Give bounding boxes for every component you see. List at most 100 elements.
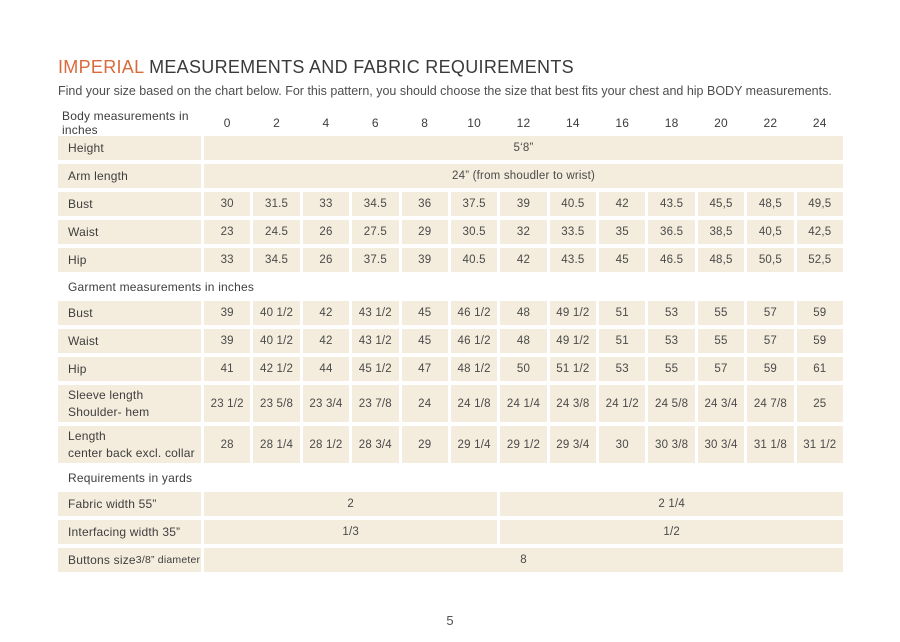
measurement-table: Body measurements in inches 0 2 4 6 8 10 12 14 16… (58, 109, 843, 573)
value-cell: 31.5 (253, 192, 300, 217)
page-title: IMPERIAL MEASUREMENTS AND FABRIC REQUIRE… (58, 57, 843, 78)
page-title-highlight: IMPERIAL (58, 57, 144, 77)
row-label-text: Sleeve length Shoulder- hem (68, 388, 150, 419)
size-column-header: 6 (371, 116, 379, 131)
size-column-header: 20 (714, 116, 728, 131)
value-cell: 23 (204, 220, 251, 245)
value-cell: 24 7/8 (747, 385, 794, 423)
value-cell: 59 (796, 301, 843, 326)
value-cell: 43 1/2 (352, 329, 399, 354)
value-cell: 47 (401, 357, 448, 382)
value-cell: 28 3/4 (352, 426, 399, 464)
value-cell: 26 (302, 248, 350, 273)
value-cell: 42,5 (796, 220, 843, 245)
value-cell: 40,5 (747, 220, 794, 245)
merged-value-cell: 24” (from shoudler to wrist) (204, 164, 843, 189)
value-cell: 59 (747, 357, 794, 382)
value-cell: 24.5 (253, 220, 300, 245)
page-number: 5 (446, 613, 454, 628)
value-cell: 57 (747, 329, 794, 354)
value-cell: 31 1/8 (747, 426, 794, 464)
value-cell: 33 (302, 192, 350, 217)
value-cell: 29 (401, 426, 448, 464)
value-cell: 36.5 (648, 220, 695, 245)
value-cell: 43.5 (648, 192, 695, 217)
value-cell: 45 (401, 301, 448, 326)
value-cell: 42 (302, 301, 350, 326)
value-cell: 30 3/8 (648, 426, 695, 464)
size-column-header: 14 (566, 116, 580, 131)
value-cell: 52,5 (796, 248, 843, 273)
value-cell: 29 1/4 (450, 426, 498, 464)
page-title-rest: MEASUREMENTS AND FABRIC REQUIREMENTS (143, 57, 574, 77)
value-cell: 55 (648, 357, 695, 382)
value-cell: 30 3/4 (697, 426, 745, 464)
value-cell: 50 (500, 357, 547, 382)
value-cell: 32 (500, 220, 547, 245)
value-cell: 45 (599, 248, 646, 273)
value-cell: 40.5 (549, 192, 597, 217)
size-column-header: 18 (664, 116, 679, 131)
value-cell: 24 1/8 (450, 385, 498, 423)
value-cell: 33 (204, 248, 251, 273)
value-cell: 46 1/2 (450, 329, 498, 354)
value-cell: 33.5 (549, 220, 597, 245)
value-cell: 51 (599, 301, 646, 326)
value-cell: 51 1/2 (549, 357, 597, 382)
size-column-header: 10 (467, 116, 481, 131)
value-cell: 29 (401, 220, 448, 245)
merged-value-cell-left: 2 (204, 492, 498, 517)
value-cell: 48 (500, 301, 547, 326)
value-cell: 57 (697, 357, 745, 382)
value-cell: 26 (302, 220, 350, 245)
row-label: Waist (58, 220, 201, 245)
row-label: Buttons size 3/8” diameter (58, 548, 201, 573)
size-column-header: 16 (615, 116, 630, 131)
value-cell: 39 (401, 248, 448, 273)
value-cell: 30.5 (450, 220, 498, 245)
row-label: Height (58, 136, 201, 161)
value-cell: 45 (401, 329, 448, 354)
value-cell: 55 (697, 329, 745, 354)
value-cell: 29 1/2 (500, 426, 547, 464)
value-cell: 28 1/2 (302, 426, 350, 464)
value-cell: 24 1/2 (599, 385, 646, 423)
row-label: Length center back excl. collar (58, 426, 201, 464)
value-cell: 40 1/2 (253, 301, 300, 326)
value-cell: 30 (204, 192, 251, 217)
value-cell: 24 3/4 (697, 385, 745, 423)
row-label: Waist (58, 329, 201, 354)
value-cell: 28 (204, 426, 251, 464)
value-cell: 39 (204, 329, 251, 354)
size-column-header: 0 (223, 116, 231, 131)
value-cell: 41 (204, 357, 251, 382)
row-sublabel-text: Shoulder- hem (68, 404, 150, 419)
size-column-header: 4 (322, 116, 330, 131)
value-cell: 53 (648, 301, 695, 326)
value-cell: 42 (599, 192, 646, 217)
value-cell: 38,5 (697, 220, 745, 245)
value-cell: 23 7/8 (352, 385, 399, 423)
value-cell: 48 (500, 329, 547, 354)
row-label-text: Length center back excl. collar (68, 429, 195, 460)
value-cell: 53 (648, 329, 695, 354)
value-cell: 51 (599, 329, 646, 354)
value-cell: 29 3/4 (549, 426, 597, 464)
column-header-label: Body measurements in inches (62, 109, 189, 138)
value-cell: 49 1/2 (549, 329, 597, 354)
value-cell: 37.5 (450, 192, 498, 217)
merged-value-cell: 8 (204, 548, 843, 573)
document-page: IMPERIAL MEASUREMENTS AND FABRIC REQUIRE… (58, 57, 843, 573)
value-cell: 34.5 (253, 248, 300, 273)
value-cell: 37.5 (352, 248, 399, 273)
value-cell: 24 1/4 (500, 385, 547, 423)
value-cell: 42 (500, 248, 547, 273)
merged-value-cell-right: 2 1/4 (500, 492, 843, 517)
value-cell: 28 1/4 (253, 426, 300, 464)
section-title: Garment measurements in inches (68, 279, 255, 294)
value-cell: 44 (302, 357, 350, 382)
value-cell: 46.5 (648, 248, 695, 273)
value-cell: 59 (796, 329, 843, 354)
value-cell: 43 1/2 (352, 301, 399, 326)
value-cell: 34.5 (352, 192, 399, 217)
